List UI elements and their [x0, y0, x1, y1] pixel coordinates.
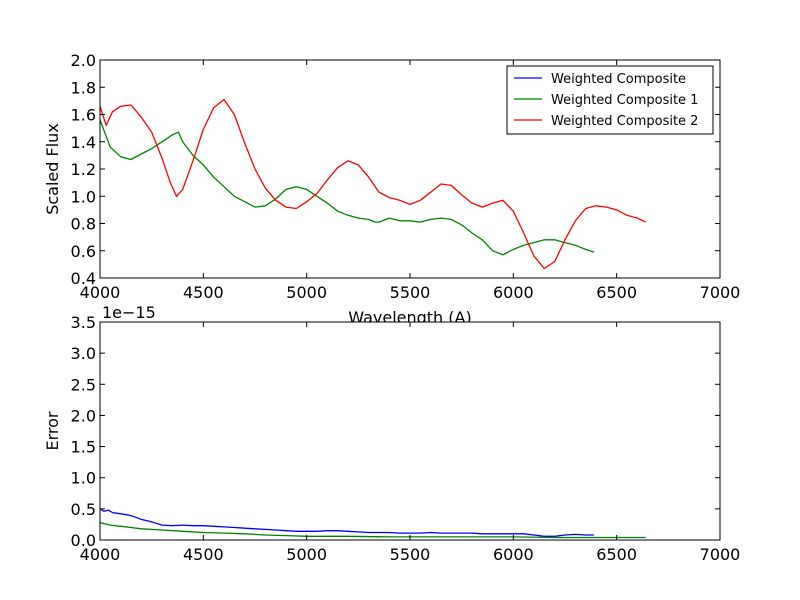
error-y-tick-label: 2.5 [71, 375, 96, 394]
error-x-tick-label: 6500 [596, 545, 637, 564]
flux-y-tick-label: 0.8 [71, 215, 96, 234]
flux-y-tick-label: 1.6 [71, 106, 96, 125]
error-x-tick-label: 5000 [286, 545, 327, 564]
error-x-ticks: 4000 4500 5000 5500 6000 6500 7000 [80, 322, 741, 564]
error-y-tick-label: 0.5 [71, 500, 96, 519]
error-y-tick-label: 2.0 [71, 406, 96, 425]
error-y-axis-label: Error [43, 411, 62, 450]
flux-y-tick-label: 1.8 [71, 78, 96, 97]
flux-series-group [99, 98, 646, 270]
error-panel: 4000 4500 5000 5500 6000 6500 7000 0.0 0.5 1.0 1.… [43, 303, 740, 564]
flux-x-tick-label: 5500 [390, 283, 431, 302]
flux-x-tick-label: 5000 [286, 283, 327, 302]
flux-y-axis-label: Scaled Flux [43, 123, 62, 215]
error-x-tick-label: 7000 [700, 545, 741, 564]
legend: Weighted Composite Weighted Composite 1 … [506, 65, 714, 135]
flux-x-tick-label: 4500 [183, 283, 224, 302]
error-x-tick-label: 4000 [80, 545, 121, 564]
error-y-tick-label: 3.5 [71, 313, 96, 332]
error-series-1-line [99, 521, 646, 539]
flux-series-weighted-composite-1-line [99, 119, 595, 256]
flux-y-tick-label: 1.0 [71, 187, 96, 206]
flux-y-tick-label: 2.0 [71, 51, 96, 70]
flux-y-tick-label: 0.6 [71, 242, 96, 261]
flux-series-weighted-composite-2-line [99, 98, 646, 270]
flux-x-tick-label: 4000 [80, 283, 121, 302]
flux-y-ticks: 0.4 0.6 0.8 1.0 1.2 1.4 1.6 1.8 2.0 [71, 51, 720, 288]
error-y-tick-label: 1.5 [71, 438, 96, 457]
flux-panel: 4000 4500 5000 5500 6000 6500 7000 0.4 0.6 0.8 1.… [43, 51, 740, 327]
flux-y-tick-label: 1.4 [71, 133, 96, 152]
error-x-tick-label: 4500 [183, 545, 224, 564]
error-series-group [99, 508, 646, 539]
legend-label-weighted-composite-2: Weighted Composite 2 [551, 114, 698, 129]
flux-y-tick-label: 0.4 [71, 269, 96, 288]
error-plot-area [100, 322, 720, 540]
flux-x-tick-label: 6500 [596, 283, 637, 302]
legend-label-weighted-composite: Weighted Composite [551, 72, 686, 87]
flux-x-tick-label: 7000 [700, 283, 741, 302]
error-offset-label: 1e−15 [102, 303, 156, 322]
flux-x-ticks: 4000 4500 5000 5500 6000 6500 7000 [80, 60, 741, 302]
legend-label-weighted-composite-1: Weighted Composite 1 [551, 93, 698, 108]
error-x-tick-label: 6000 [493, 545, 534, 564]
flux-y-tick-label: 1.2 [71, 160, 96, 179]
error-y-tick-label: 3.0 [71, 344, 96, 363]
error-x-tick-label: 5500 [390, 545, 431, 564]
flux-x-tick-label: 6000 [493, 283, 534, 302]
error-y-tick-label: 1.0 [71, 469, 96, 488]
error-y-tick-label: 0.0 [71, 531, 96, 550]
error-y-ticks: 0.0 0.5 1.0 1.5 2.0 2.5 3.0 3.5 [71, 313, 720, 550]
error-series-0-line [99, 508, 594, 537]
legend-box [506, 65, 714, 135]
